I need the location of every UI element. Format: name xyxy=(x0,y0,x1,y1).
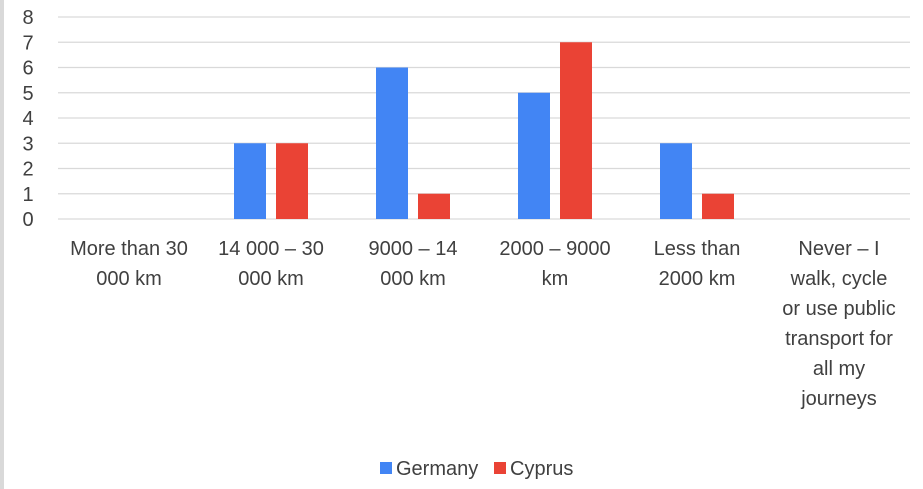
x-category-line: walk, cycle xyxy=(790,268,888,290)
x-category-line: 000 km xyxy=(96,268,162,290)
x-category-label: More than 30 000 km xyxy=(70,238,188,290)
x-category-line: all my xyxy=(813,358,865,380)
x-category-label: Never – I walk, cycle or use public transpo… xyxy=(782,238,895,410)
gridlines xyxy=(58,16,910,220)
y-tick-label: 3 xyxy=(22,133,33,155)
bars xyxy=(234,42,734,219)
y-tick-label: 4 xyxy=(22,108,33,130)
x-category-line: 2000 km xyxy=(659,268,736,290)
y-tick-label: 7 xyxy=(22,32,33,54)
legend-swatch-cyprus xyxy=(494,462,506,474)
x-category-line: 2000 – 9000 xyxy=(499,238,610,260)
x-category-line: journeys xyxy=(800,388,877,410)
legend-swatch-germany xyxy=(380,462,392,474)
bar-cyprus-2 xyxy=(418,193,450,219)
bar-germany-2 xyxy=(376,67,408,219)
y-tick-label: 8 xyxy=(22,7,33,29)
x-category-label: Less than 2000 km xyxy=(654,238,741,290)
legend: Germany Cyprus xyxy=(380,458,573,480)
bar-germany-4 xyxy=(660,143,692,219)
y-tick-label: 0 xyxy=(22,209,33,231)
x-category-line: Never – I xyxy=(798,238,879,260)
legend-label-cyprus: Cyprus xyxy=(510,458,573,480)
x-category-label: 2000 – 9000 km xyxy=(499,238,610,290)
x-category-line: Less than xyxy=(654,238,741,260)
x-category-line: or use public xyxy=(782,298,895,320)
x-category-line: transport for xyxy=(785,328,893,350)
x-category-line: 14 000 – 30 xyxy=(218,238,324,260)
x-category-line: More than 30 xyxy=(70,238,188,260)
y-axis-ticks: 0 1 2 3 4 5 6 7 8 xyxy=(22,7,33,231)
x-category-line: 000 km xyxy=(238,268,304,290)
bar-cyprus-4 xyxy=(702,193,734,219)
bar-cyprus-3 xyxy=(560,42,592,219)
y-tick-label: 1 xyxy=(22,184,33,206)
x-category-line: km xyxy=(542,268,569,290)
x-category-label: 14 000 – 30 000 km xyxy=(218,238,324,290)
y-tick-label: 2 xyxy=(22,159,33,181)
y-tick-label: 6 xyxy=(22,58,33,80)
x-category-label: 9000 – 14 000 km xyxy=(369,238,458,290)
x-category-line: 000 km xyxy=(380,268,446,290)
x-category-line: 9000 – 14 xyxy=(369,238,458,260)
bar-cyprus-1 xyxy=(276,143,308,219)
left-border xyxy=(0,0,4,489)
bar-germany-3 xyxy=(518,92,550,219)
bar-germany-1 xyxy=(234,143,266,219)
legend-label-germany: Germany xyxy=(396,458,478,480)
y-tick-label: 5 xyxy=(22,83,33,105)
